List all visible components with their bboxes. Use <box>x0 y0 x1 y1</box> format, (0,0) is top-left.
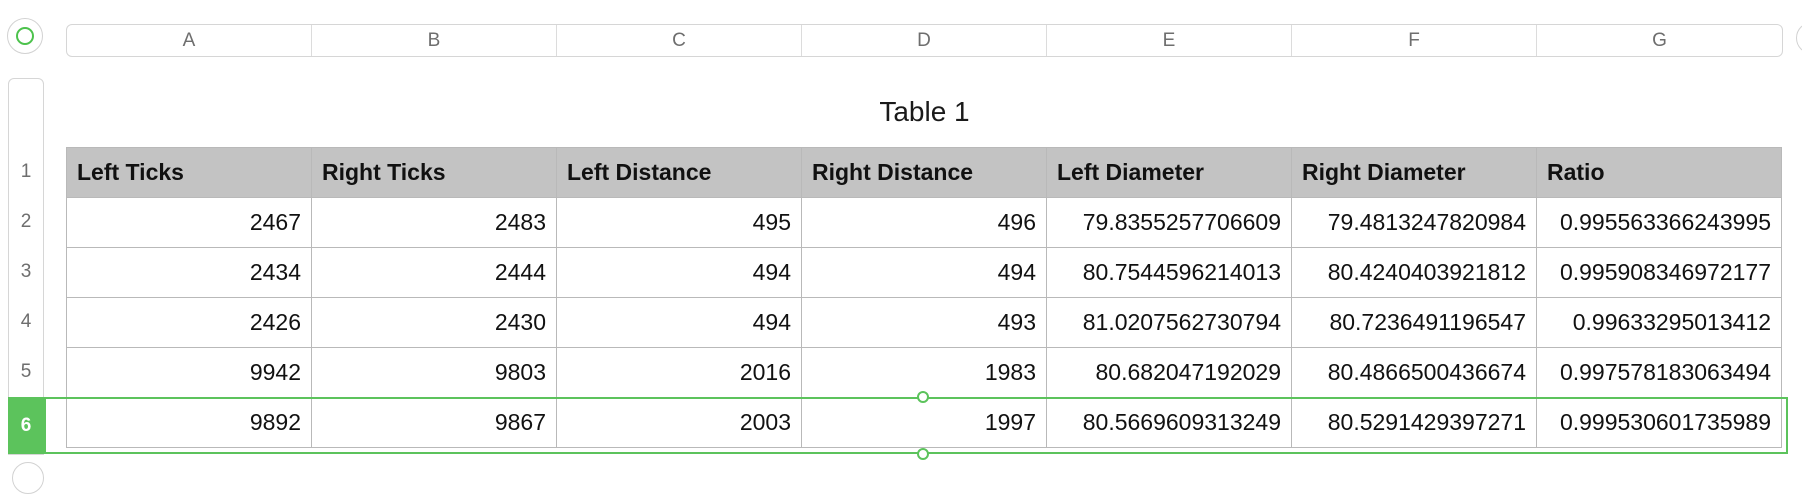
table-cell[interactable]: 493 <box>801 297 1047 348</box>
row-header-5[interactable]: 5 <box>20 361 32 382</box>
header-cell[interactable]: Left Ticks <box>66 147 312 198</box>
table-cell[interactable]: 494 <box>801 247 1047 298</box>
table-row: 2434 2444 494 494 80.7544596214013 80.42… <box>66 247 1782 298</box>
header-cell[interactable]: Right Ticks <box>311 147 557 198</box>
table-cell[interactable]: 2426 <box>66 297 312 348</box>
table-cell[interactable]: 2430 <box>311 297 557 348</box>
table-cell[interactable]: 0.99633295013412 <box>1536 297 1782 348</box>
table-cell[interactable]: 80.4240403921812 <box>1291 247 1537 298</box>
table-cell[interactable]: 9867 <box>311 397 557 448</box>
table-cell[interactable]: 2483 <box>311 197 557 248</box>
table-cell[interactable]: 2467 <box>66 197 312 248</box>
table-cell[interactable]: 1997 <box>801 397 1047 448</box>
table-row: 2426 2430 494 493 81.0207562730794 80.72… <box>66 297 1782 348</box>
circle-icon <box>16 27 34 45</box>
row-header-3[interactable]: 3 <box>20 261 32 282</box>
column-header-a[interactable]: A <box>67 25 312 56</box>
row-header-2[interactable]: 2 <box>20 211 32 232</box>
table-cell[interactable]: 80.7236491196547 <box>1291 297 1537 348</box>
table-cell[interactable]: 2444 <box>311 247 557 298</box>
column-header-g[interactable]: G <box>1652 30 1667 51</box>
table-cell[interactable]: 9803 <box>311 347 557 398</box>
table-cell[interactable]: 79.4813247820984 <box>1291 197 1537 248</box>
table-cell[interactable]: 494 <box>556 297 802 348</box>
selection-top-handle[interactable] <box>917 391 929 403</box>
table-cell[interactable]: 9892 <box>66 397 312 448</box>
table-cell[interactable]: 495 <box>556 197 802 248</box>
header-cell[interactable]: Left Distance <box>556 147 802 198</box>
column-header-d[interactable]: D <box>802 25 1047 56</box>
table-cell[interactable]: 81.0207562730794 <box>1046 297 1292 348</box>
table-cell[interactable]: 494 <box>556 247 802 298</box>
header-cell[interactable]: Right Diameter <box>1291 147 1537 198</box>
data-table: Left Ticks Right Ticks Left Distance Rig… <box>66 147 1782 448</box>
table-cell[interactable]: 0.999530601735989 <box>1536 397 1782 448</box>
table-cell[interactable]: 2434 <box>66 247 312 298</box>
select-all-button[interactable] <box>7 18 43 54</box>
table-row-selected: 9892 9867 2003 1997 80.5669609313249 80.… <box>66 397 1782 448</box>
row-header-bar <box>8 78 44 455</box>
table-row: 2467 2483 495 496 79.8355257706609 79.48… <box>66 197 1782 248</box>
header-cell[interactable]: Ratio <box>1536 147 1782 198</box>
table-cell[interactable]: 1983 <box>801 347 1047 398</box>
header-cell[interactable]: Left Diameter <box>1046 147 1292 198</box>
selection-bottom-handle[interactable] <box>917 448 929 460</box>
header-row: Left Ticks Right Ticks Left Distance Rig… <box>66 147 1782 198</box>
column-header-bar: A B C D E F G <box>66 24 1783 57</box>
table-cell[interactable]: 2016 <box>556 347 802 398</box>
table-cell[interactable]: 80.5669609313249 <box>1046 397 1292 448</box>
column-header-c[interactable]: C <box>557 25 802 56</box>
table-cell[interactable]: 80.682047192029 <box>1046 347 1292 398</box>
table-cell[interactable]: 80.4866500436674 <box>1291 347 1537 398</box>
table-cell[interactable]: 9942 <box>66 347 312 398</box>
row-header-1[interactable]: 1 <box>20 161 32 182</box>
column-header-b[interactable]: B <box>312 25 557 56</box>
table-cell[interactable]: 496 <box>801 197 1047 248</box>
column-header-e[interactable]: E <box>1047 25 1292 56</box>
table-row: 9942 9803 2016 1983 80.682047192029 80.4… <box>66 347 1782 398</box>
table-cell[interactable]: 0.995563366243995 <box>1536 197 1782 248</box>
table-cell[interactable]: 0.995908346972177 <box>1536 247 1782 298</box>
table-cell[interactable]: 80.7544596214013 <box>1046 247 1292 298</box>
table-title[interactable]: Table 1 <box>879 96 970 127</box>
table-cell[interactable]: 2003 <box>556 397 802 448</box>
header-cell[interactable]: Right Distance <box>801 147 1047 198</box>
table-cell[interactable]: 0.997578183063494 <box>1536 347 1782 398</box>
column-header-f[interactable]: F <box>1292 25 1537 56</box>
add-column-handle[interactable] <box>1796 22 1802 54</box>
table-cell[interactable]: 79.8355257706609 <box>1046 197 1292 248</box>
add-row-handle[interactable] <box>12 462 44 494</box>
table-cell[interactable]: 80.5291429397271 <box>1291 397 1537 448</box>
row-header-4[interactable]: 4 <box>20 311 32 332</box>
row-header-6-selected[interactable]: 6 <box>8 397 44 454</box>
